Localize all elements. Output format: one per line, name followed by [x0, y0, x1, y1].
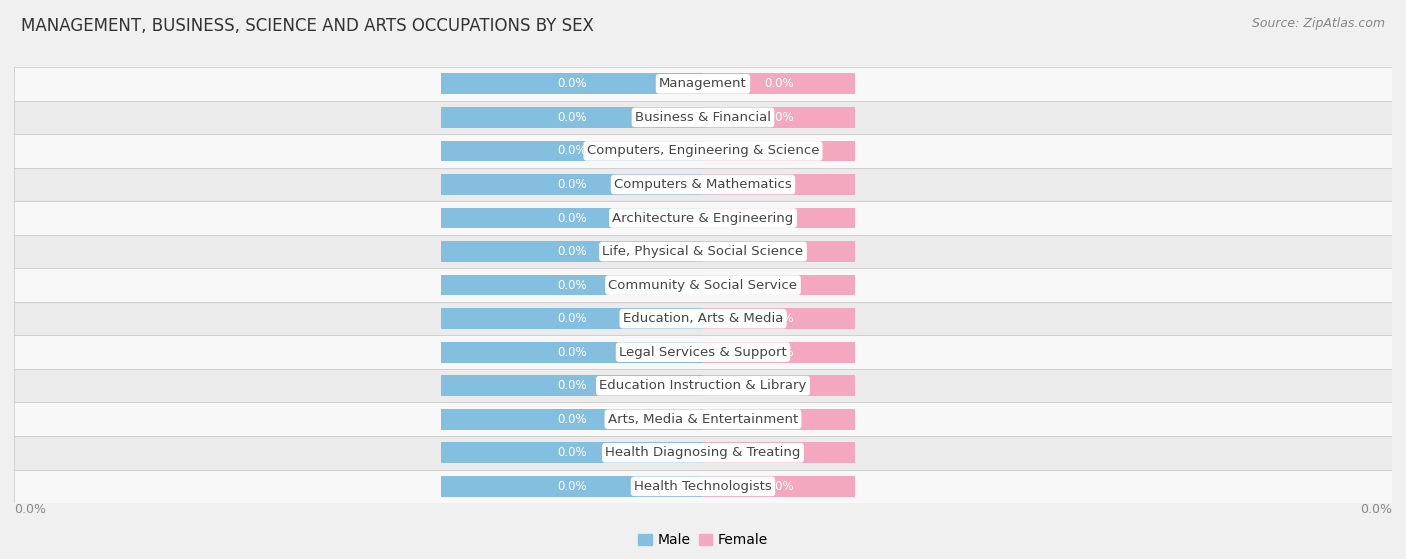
Text: 0.0%: 0.0%	[557, 345, 586, 359]
Text: 0.0%: 0.0%	[763, 446, 793, 459]
Bar	[441, 375, 703, 396]
Text: 0.0%: 0.0%	[557, 211, 586, 225]
Bar	[703, 174, 855, 195]
Text: Legal Services & Support: Legal Services & Support	[619, 345, 787, 359]
Text: Architecture & Engineering: Architecture & Engineering	[613, 211, 793, 225]
Text: 0.0%: 0.0%	[763, 77, 793, 91]
Text: 0.0%: 0.0%	[763, 312, 793, 325]
Bar	[441, 342, 703, 363]
Bar	[703, 409, 855, 430]
Text: 0.0%: 0.0%	[557, 379, 586, 392]
Bar	[441, 409, 703, 430]
Bar	[441, 207, 703, 229]
Bar	[703, 241, 855, 262]
Text: Health Technologists: Health Technologists	[634, 480, 772, 493]
Bar	[441, 174, 703, 195]
Text: 0.0%: 0.0%	[557, 111, 586, 124]
Text: MANAGEMENT, BUSINESS, SCIENCE AND ARTS OCCUPATIONS BY SEX: MANAGEMENT, BUSINESS, SCIENCE AND ARTS O…	[21, 17, 593, 35]
Text: 0.0%: 0.0%	[14, 503, 46, 516]
Legend: Male, Female: Male, Female	[633, 528, 773, 553]
Text: 0.0%: 0.0%	[557, 77, 586, 91]
Bar	[703, 342, 855, 363]
Bar	[703, 207, 855, 229]
Text: Computers, Engineering & Science: Computers, Engineering & Science	[586, 144, 820, 158]
Bar	[14, 235, 1392, 268]
Bar	[441, 308, 703, 329]
Bar	[14, 470, 1392, 503]
Bar	[441, 476, 703, 497]
Text: 0.0%: 0.0%	[763, 480, 793, 493]
Text: Arts, Media & Entertainment: Arts, Media & Entertainment	[607, 413, 799, 426]
Text: 0.0%: 0.0%	[557, 312, 586, 325]
Bar	[441, 274, 703, 296]
Bar	[14, 335, 1392, 369]
Text: Health Diagnosing & Treating: Health Diagnosing & Treating	[606, 446, 800, 459]
Bar	[441, 241, 703, 262]
Text: 0.0%: 0.0%	[763, 211, 793, 225]
Text: 0.0%: 0.0%	[763, 278, 793, 292]
Bar	[441, 140, 703, 162]
Text: 0.0%: 0.0%	[557, 446, 586, 459]
Bar	[441, 73, 703, 94]
Bar	[14, 369, 1392, 402]
Text: Management: Management	[659, 77, 747, 91]
Text: 0.0%: 0.0%	[763, 379, 793, 392]
Bar	[14, 436, 1392, 470]
Text: 0.0%: 0.0%	[763, 144, 793, 158]
Text: 0.0%: 0.0%	[763, 178, 793, 191]
Bar	[14, 402, 1392, 436]
Bar	[441, 107, 703, 128]
Text: Community & Social Service: Community & Social Service	[609, 278, 797, 292]
Bar	[14, 101, 1392, 134]
Text: Computers & Mathematics: Computers & Mathematics	[614, 178, 792, 191]
Text: 0.0%: 0.0%	[763, 345, 793, 359]
Text: 0.0%: 0.0%	[557, 178, 586, 191]
Bar	[14, 268, 1392, 302]
Bar	[441, 442, 703, 463]
Bar	[703, 375, 855, 396]
Text: 0.0%: 0.0%	[557, 144, 586, 158]
Text: 0.0%: 0.0%	[1360, 503, 1392, 516]
Bar	[703, 140, 855, 162]
Bar	[14, 168, 1392, 201]
Text: 0.0%: 0.0%	[557, 480, 586, 493]
Text: Life, Physical & Social Science: Life, Physical & Social Science	[602, 245, 804, 258]
Text: Business & Financial: Business & Financial	[636, 111, 770, 124]
Text: 0.0%: 0.0%	[763, 245, 793, 258]
Bar	[703, 308, 855, 329]
Bar	[703, 274, 855, 296]
Text: Source: ZipAtlas.com: Source: ZipAtlas.com	[1251, 17, 1385, 30]
Bar	[14, 302, 1392, 335]
Text: Education, Arts & Media: Education, Arts & Media	[623, 312, 783, 325]
Text: 0.0%: 0.0%	[763, 111, 793, 124]
Bar	[703, 73, 855, 94]
Text: 0.0%: 0.0%	[763, 413, 793, 426]
Bar	[14, 201, 1392, 235]
Bar	[14, 67, 1392, 101]
Bar	[703, 442, 855, 463]
Bar	[703, 107, 855, 128]
Text: 0.0%: 0.0%	[557, 278, 586, 292]
Text: Education Instruction & Library: Education Instruction & Library	[599, 379, 807, 392]
Text: 0.0%: 0.0%	[557, 245, 586, 258]
Text: 0.0%: 0.0%	[557, 413, 586, 426]
Bar	[14, 134, 1392, 168]
Bar	[703, 476, 855, 497]
